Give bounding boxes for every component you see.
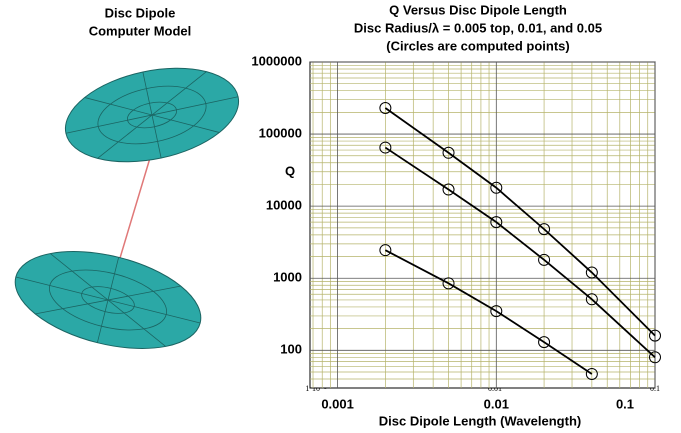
x-tick-label: 0.01 <box>484 396 509 411</box>
x-tick-label: 0.1 <box>616 396 634 411</box>
chart-subtitle: Disc Radius/λ = 0.005 top, 0.01, and 0.0… <box>354 20 602 35</box>
y-axis-label: Q <box>285 163 295 178</box>
page: Disc Dipole Computer Model Q Versus Disc… <box>0 0 681 433</box>
plot-area <box>310 62 655 388</box>
y-tick-label: 1000 <box>273 270 302 285</box>
model-title: Computer Model <box>89 23 192 38</box>
y-tick-label: 10000 <box>266 198 302 213</box>
chart-subtitle: (Circles are computed points) <box>386 38 569 53</box>
x-axis-label: Disc Dipole Length (Wavelength) <box>379 413 581 428</box>
bottom-disc <box>5 234 211 365</box>
top-disc <box>57 54 247 177</box>
y-tick-label: 100 <box>280 342 302 357</box>
disc-model: Disc Dipole Computer Model <box>5 5 247 365</box>
model-title: Disc Dipole <box>105 5 176 20</box>
x-tick-label: 0.001 <box>321 396 354 411</box>
y-tick-label: 100000 <box>259 126 302 141</box>
y-tick-label: 1000000 <box>251 53 302 68</box>
chart-title: Q Versus Disc Dipole Length <box>389 2 567 17</box>
